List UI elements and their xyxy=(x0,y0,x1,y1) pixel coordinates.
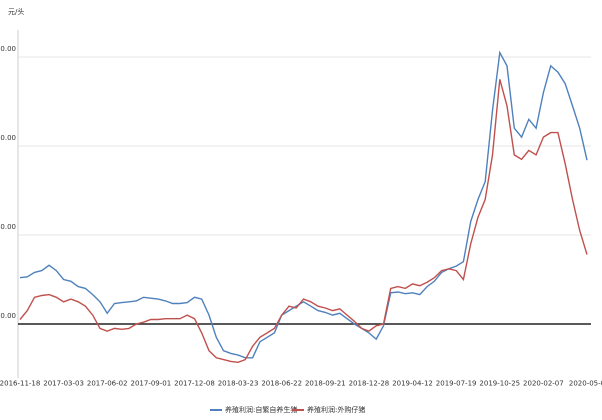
legend-label: 养殖利润:自繁自养生猪 xyxy=(225,405,297,414)
x-tick-label: 2019-07-19 xyxy=(436,379,477,387)
x-tick-label: 2017-09-01 xyxy=(131,379,172,387)
legend-label: 养殖利润:外购仔猪 xyxy=(307,405,365,414)
x-tick-label: 2019-04-12 xyxy=(392,379,433,387)
x-tick-label: 2018-06-22 xyxy=(261,379,302,387)
series-line xyxy=(19,50,588,359)
x-tick-label: 2020-02-07 xyxy=(523,379,564,387)
x-tick-label: 2017-12-08 xyxy=(174,379,215,387)
x-tick-label: 2017-03-03 xyxy=(43,379,84,387)
x-tick-label: 2018-09-21 xyxy=(305,379,346,387)
y-tick-label: 3,000.00 xyxy=(0,45,16,53)
unit-label: 元/头 xyxy=(8,7,24,16)
x-tick-label: 2016-11-18 xyxy=(0,379,40,387)
y-tick-label: 1,000.00 xyxy=(0,223,16,231)
x-tick-label: 2018-12-28 xyxy=(349,379,390,387)
y-tick-label: 0.00 xyxy=(0,312,16,320)
x-tick-label: 2017-06-02 xyxy=(87,379,128,387)
y-tick-label: 2,000.00 xyxy=(0,134,16,142)
x-tick-label: 2020-05-0 xyxy=(569,379,602,387)
x-tick-label: 2019-10-25 xyxy=(479,379,520,387)
series-line xyxy=(19,79,588,364)
x-tick-label: 2018-03-23 xyxy=(218,379,259,387)
